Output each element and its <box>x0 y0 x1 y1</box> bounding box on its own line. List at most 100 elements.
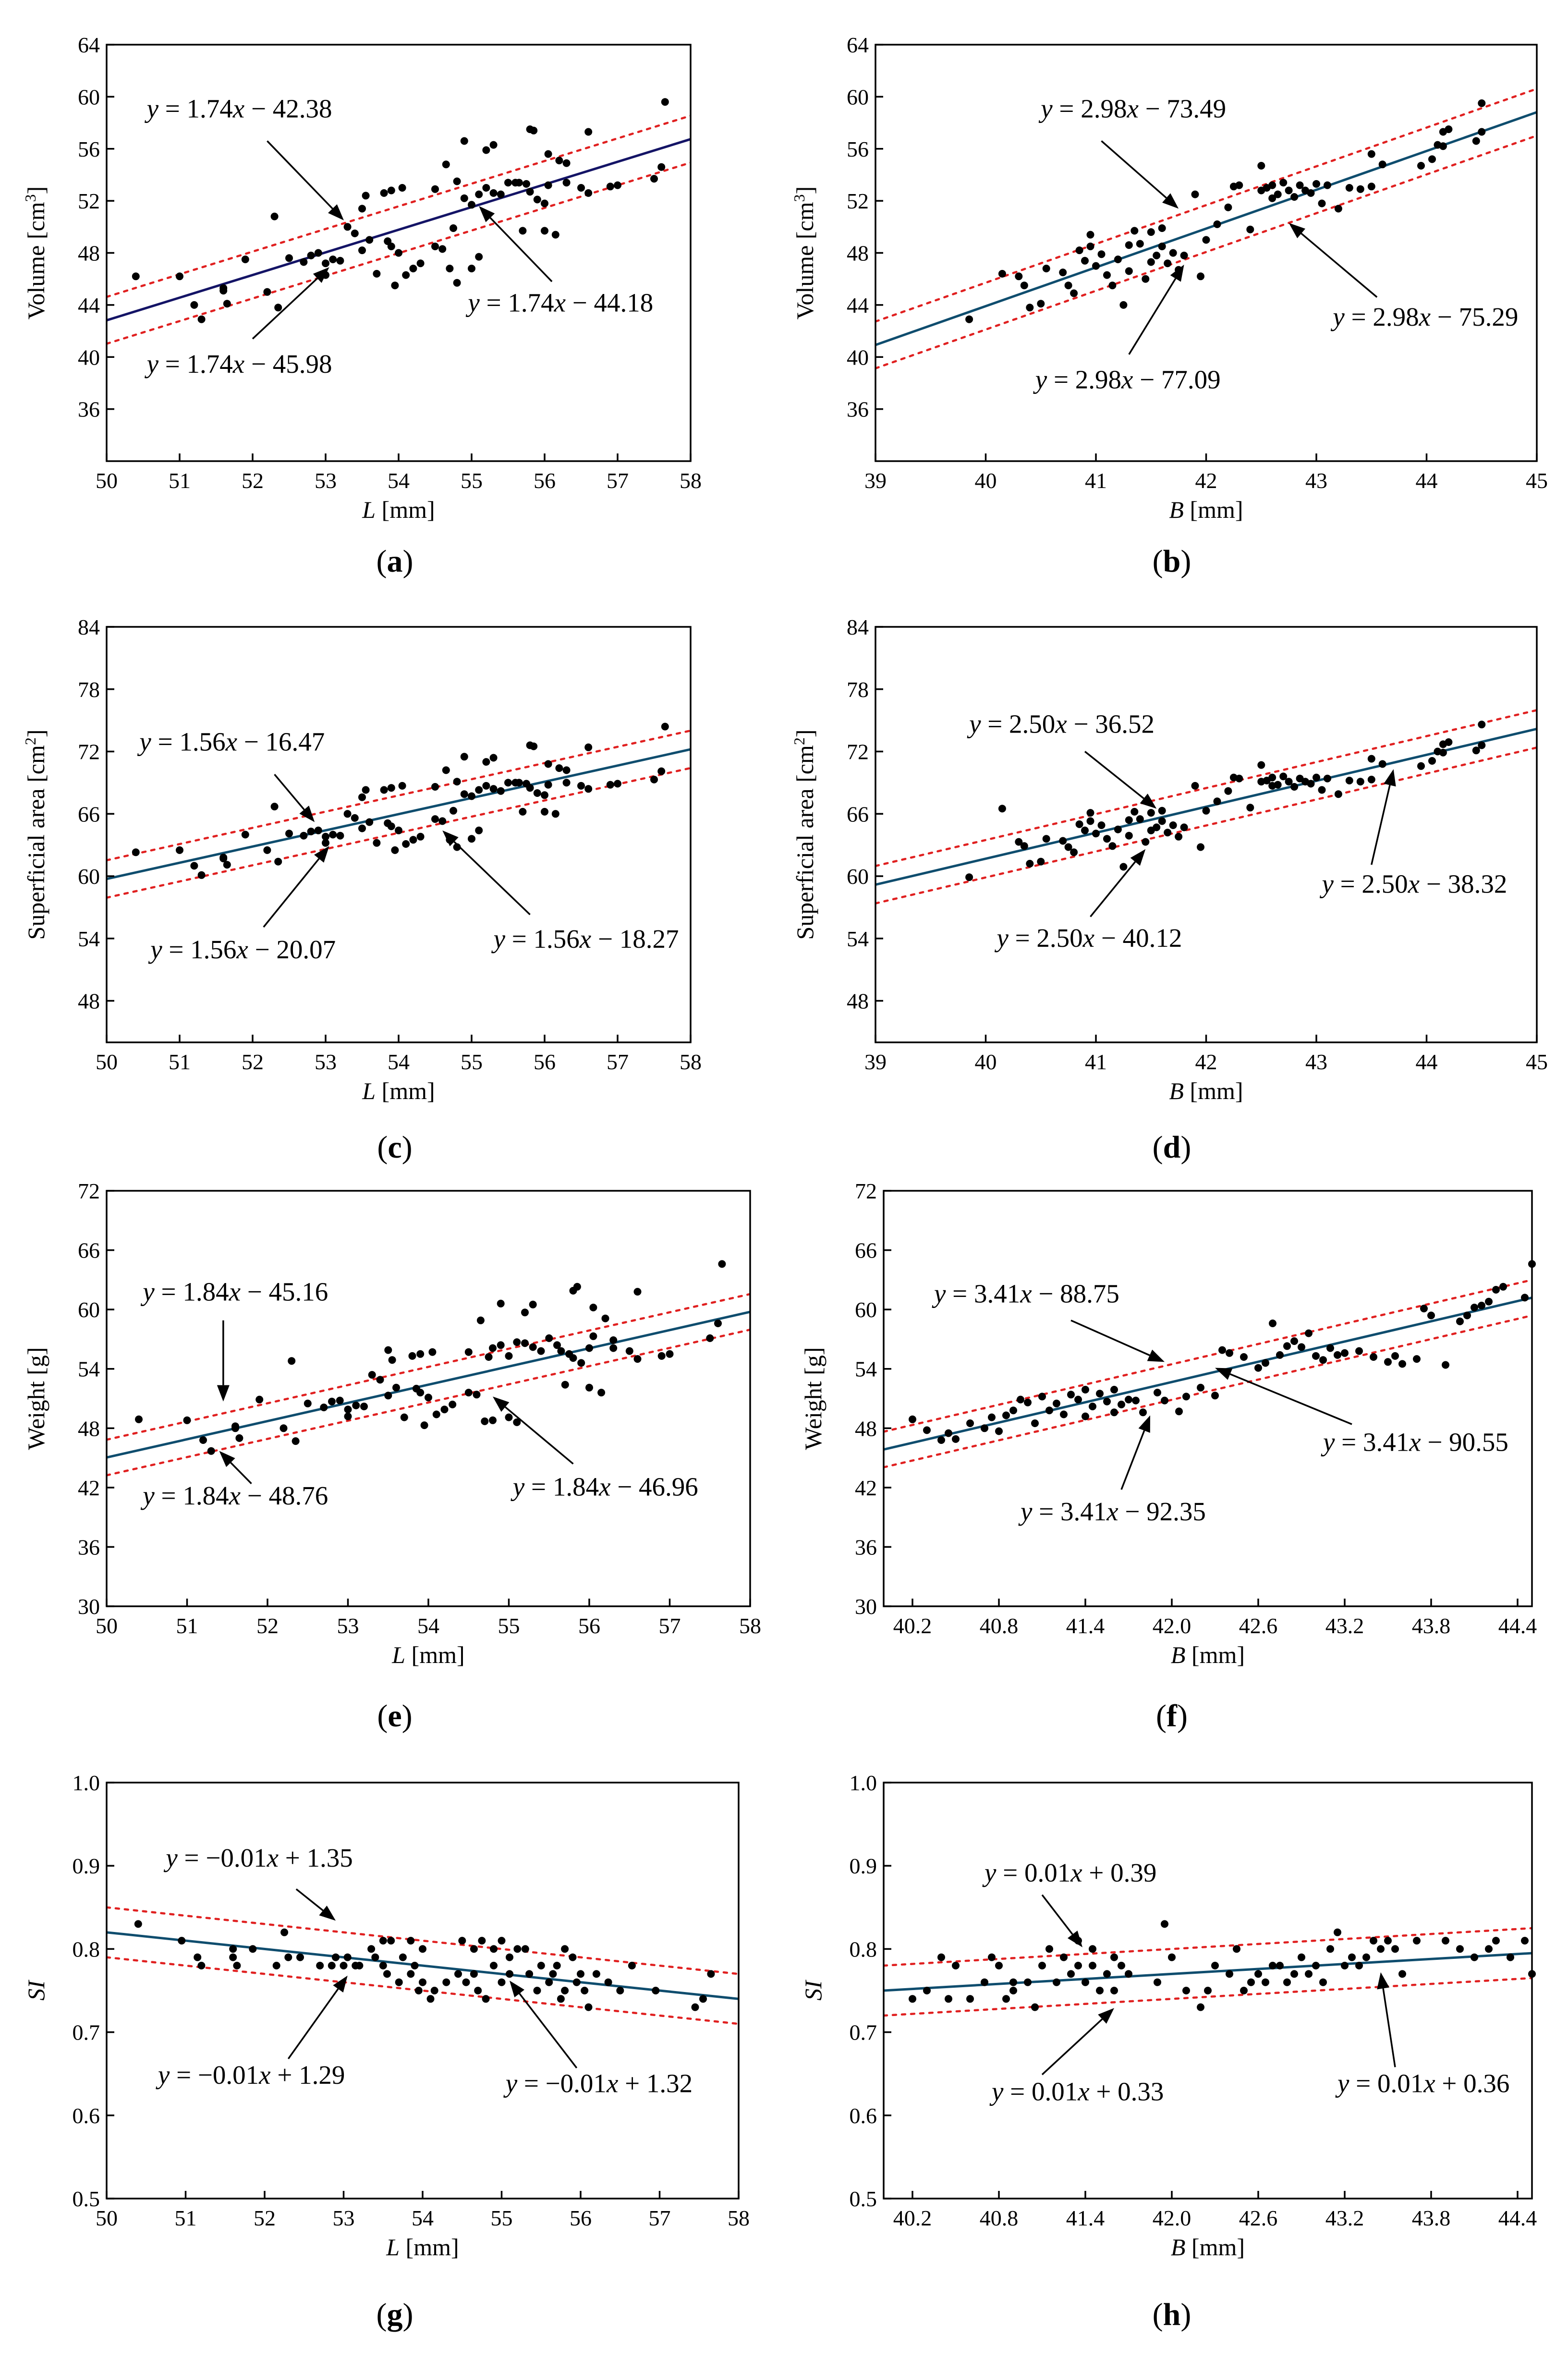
x-axis-label: B [mm] <box>1169 1077 1243 1104</box>
data-point <box>937 1436 945 1444</box>
data-point <box>329 831 337 839</box>
data-point <box>952 1962 960 1969</box>
data-point <box>1478 721 1486 729</box>
data-point <box>407 1970 415 1978</box>
data-point <box>1521 1937 1529 1945</box>
data-point <box>523 180 530 188</box>
data-point <box>1305 1970 1313 1978</box>
data-point <box>367 1945 376 1953</box>
data-point <box>344 1406 352 1414</box>
y-tick-label: 54 <box>78 927 100 951</box>
data-point <box>544 181 552 189</box>
data-point <box>966 1995 974 2003</box>
data-point <box>1015 838 1023 846</box>
data-point <box>1298 1953 1305 1961</box>
y-tick-label: 66 <box>78 1238 100 1263</box>
data-point <box>555 764 563 772</box>
data-point <box>544 760 552 768</box>
data-point <box>408 1352 416 1360</box>
x-tick-label: 40.8 <box>980 2206 1019 2230</box>
data-point <box>1398 1360 1406 1368</box>
data-point <box>661 98 669 106</box>
x-tick-label: 42.0 <box>1153 1613 1191 1638</box>
data-point <box>332 1953 340 1961</box>
data-point <box>1456 1317 1464 1325</box>
data-point <box>470 1970 478 1978</box>
data-point <box>706 1334 714 1342</box>
x-tick-label: 58 <box>728 2206 750 2230</box>
y-tick-label: 0.6 <box>850 2103 877 2128</box>
data-point <box>223 300 231 308</box>
data-point <box>1158 807 1166 815</box>
x-tick-label: 57 <box>607 468 629 493</box>
data-point <box>365 236 374 244</box>
data-point <box>530 126 538 134</box>
data-point <box>1096 1390 1104 1398</box>
data-point <box>223 861 231 869</box>
data-point <box>284 1953 292 1961</box>
x-tick-label: 55 <box>498 1613 520 1638</box>
data-point <box>1031 2003 1039 2011</box>
x-tick-label: 44.4 <box>1498 2206 1537 2230</box>
data-point <box>1324 181 1331 189</box>
data-point <box>592 1970 600 1978</box>
upper-bound-line <box>884 1279 1532 1433</box>
x-tick-label: 43.2 <box>1325 2206 1364 2230</box>
x-axis-label: L [mm] <box>386 2234 459 2261</box>
data-point <box>577 782 585 790</box>
arrowhead-icon <box>1130 849 1146 866</box>
equation-label: y = 2.50x − 36.52 <box>967 709 1155 739</box>
equation-label: y = 2.98x − 77.09 <box>1033 365 1221 394</box>
data-point <box>584 128 593 136</box>
data-point <box>1478 1301 1485 1309</box>
upper-bound-line <box>875 709 1537 868</box>
data-point <box>521 1945 529 1953</box>
data-point <box>1125 816 1133 824</box>
data-point <box>1341 1349 1349 1357</box>
data-point <box>336 257 344 265</box>
data-point <box>328 1397 336 1406</box>
data-point <box>1370 1937 1377 1945</box>
data-point <box>1211 1392 1219 1400</box>
x-axis-label: B [mm] <box>1171 1641 1245 1668</box>
data-point <box>470 1945 478 1953</box>
y-tick-label: 0.7 <box>73 2020 100 2045</box>
data-point <box>229 1945 237 1953</box>
data-point <box>577 184 585 192</box>
data-point <box>1318 199 1326 208</box>
x-tick-label: 44.4 <box>1498 1613 1537 1638</box>
x-tick-label: 55 <box>491 2206 513 2230</box>
data-point <box>1161 1396 1168 1405</box>
data-point <box>1161 1920 1168 1928</box>
y-tick-label: 0.9 <box>850 1854 877 1878</box>
data-point <box>263 288 271 296</box>
annotation-arrow <box>263 858 320 928</box>
data-point <box>1367 755 1375 763</box>
data-point <box>1081 257 1089 265</box>
data-point <box>219 287 228 295</box>
data-point <box>1478 741 1486 749</box>
data-point <box>453 279 461 287</box>
data-point <box>1428 757 1436 765</box>
data-point <box>1002 1411 1010 1419</box>
x-tick-label: 42.6 <box>1239 2206 1278 2230</box>
data-point <box>379 1962 387 1969</box>
y-tick-label: 0.8 <box>850 1937 877 1961</box>
data-point <box>280 1424 288 1432</box>
data-point <box>1053 1399 1060 1407</box>
arrowhead-icon <box>1140 794 1157 809</box>
data-point <box>616 1987 624 1994</box>
data-point <box>1089 1403 1096 1410</box>
equation-label: y = 2.50x − 38.32 <box>1319 869 1507 899</box>
x-tick-label: 53 <box>315 1050 337 1074</box>
y-tick-label: 40 <box>847 345 869 369</box>
data-point <box>1053 1978 1060 1986</box>
y-tick-label: 40 <box>78 345 100 369</box>
arrowhead-icon <box>1377 1972 1389 1990</box>
data-point <box>1445 738 1453 746</box>
x-tick-label: 50 <box>96 2206 118 2230</box>
data-point <box>506 1970 513 1978</box>
data-point <box>343 1953 352 1961</box>
data-point <box>431 185 439 193</box>
